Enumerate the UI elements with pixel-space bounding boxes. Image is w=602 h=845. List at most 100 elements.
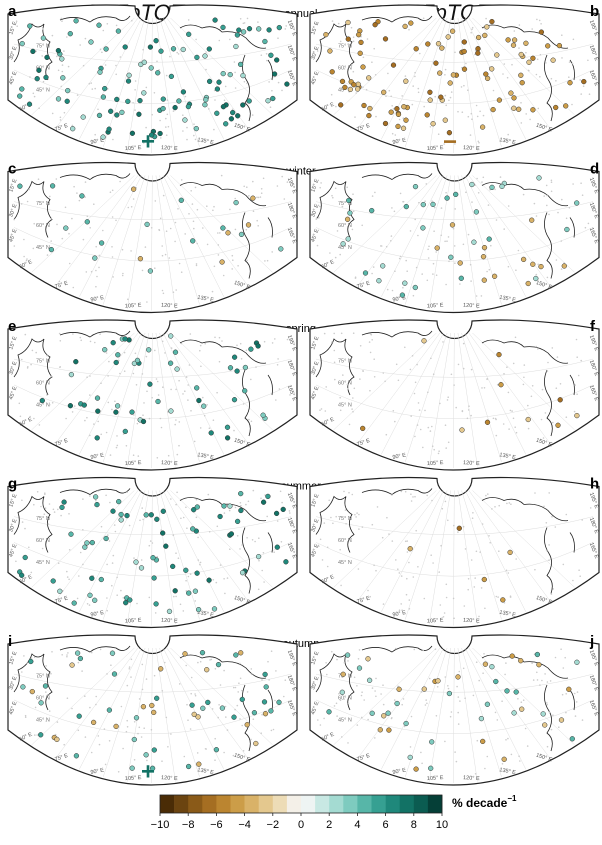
station-faint [510,753,513,756]
station-faint [478,679,480,682]
station-faint [523,364,526,366]
station [345,19,351,26]
parallel [13,69,292,104]
station-faint [223,99,226,102]
station-faint [29,76,31,78]
station [388,109,394,115]
station-faint [66,655,68,658]
meridian [461,175,502,305]
station-faint [93,423,95,425]
station-faint [234,71,236,74]
station-faint [84,695,86,697]
station-faint [545,62,547,64]
station-faint [130,250,132,252]
station-faint [234,228,237,231]
station [219,705,226,711]
station [170,46,177,52]
station-faint [534,568,536,571]
station-faint [349,538,352,541]
panel-letter: d [590,160,599,177]
station-faint [395,559,397,561]
colorbar-cell [357,795,372,813]
station [17,183,23,189]
lon-label: 75° E [54,753,69,763]
station [158,666,164,672]
station-faint [105,431,108,434]
station-faint [491,508,493,510]
station [520,256,527,263]
station [194,54,200,61]
station-faint [41,547,44,550]
station-faint [548,213,550,216]
station [228,116,235,122]
lat-label: 45° N [36,402,50,408]
station-faint [217,232,219,234]
station [394,700,400,707]
coastline [315,330,575,437]
meridian [79,490,142,612]
station [114,112,120,118]
station-faint [194,693,196,695]
station [239,570,246,576]
station-faint [81,670,83,672]
meridian [468,490,551,602]
station-faint [276,520,279,522]
station-faint [63,111,66,114]
station-faint [519,760,521,762]
lon-label: 75° E [356,280,371,290]
station-faint [166,113,169,116]
meridian [457,175,478,310]
lat-label: 75° N [338,201,352,207]
station [113,359,119,366]
station-faint [461,410,464,412]
station-faint [85,271,88,273]
station-faint [376,506,379,508]
station-faint [417,91,420,94]
station-faint [246,259,248,262]
station-faint [178,444,180,447]
station [196,397,202,404]
station-faint [165,134,168,136]
station [116,498,122,505]
station-faint [164,352,166,354]
station-faint [271,342,274,344]
lat-label: 45° N [338,245,352,251]
station [260,412,266,418]
station [276,24,282,31]
lon-label: 90° E [392,767,407,776]
station-faint [215,581,218,584]
meridian [333,490,437,588]
lon-label: 45° E [310,700,320,715]
station-faint [561,693,564,696]
station-faint [172,291,175,293]
meridian [381,647,444,770]
station-faint [106,609,108,612]
station-faint [191,203,194,205]
station-faint [162,194,165,197]
station [172,349,179,355]
station-faint [199,561,202,564]
station [205,699,211,706]
station [400,125,407,131]
station-faint [89,434,91,437]
parallel [315,384,594,419]
meridian [404,175,448,305]
station-faint [410,415,412,417]
station-faint [40,505,42,508]
station-faint [115,64,117,67]
station-faint [112,138,114,141]
lon-label: 150° E [233,595,251,606]
station [211,606,218,612]
lon-label: 135° E [197,295,215,304]
station-faint [495,434,498,437]
station-faint [200,365,202,368]
lon-label: 195° E [588,334,599,352]
station-faint [580,182,582,184]
station-faint [498,504,500,507]
station [500,597,506,603]
station-faint [360,694,363,697]
station-faint [35,50,37,53]
station-faint [568,61,571,63]
station-faint [398,118,401,121]
station-faint [66,654,68,656]
